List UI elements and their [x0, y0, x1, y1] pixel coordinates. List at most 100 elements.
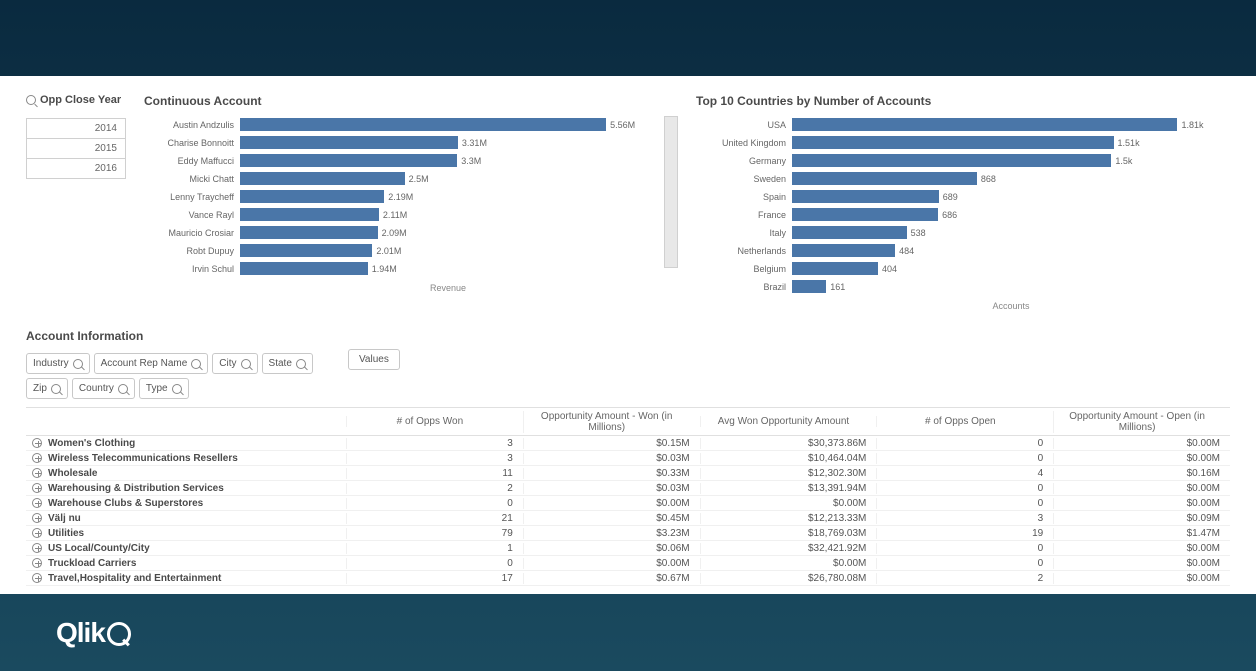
bar-row[interactable]: Robt Dupuy2.01M — [144, 242, 656, 259]
chart-scrollbar[interactable] — [664, 116, 678, 268]
expand-icon[interactable] — [32, 573, 42, 583]
bar-fill: 2.5M — [240, 172, 405, 185]
table-cell: $30,373.86M — [700, 438, 877, 449]
table-row[interactable]: US Local/County/City1$0.06M$32,421.92M0$… — [26, 541, 1230, 556]
year-filter-item[interactable]: 2016 — [26, 158, 126, 179]
table-cell: 4 — [876, 468, 1053, 479]
table-row[interactable]: Välj nu21$0.45M$12,213.33M3$0.09M — [26, 511, 1230, 526]
bar-fill: 689 — [792, 190, 939, 203]
table-cell: $0.00M — [1053, 483, 1230, 494]
bar-fill: 5.56M — [240, 118, 606, 131]
filter-button[interactable]: Account Rep Name — [94, 353, 209, 374]
filter-button[interactable]: Country — [72, 378, 135, 399]
table-row[interactable]: Women's Clothing3$0.15M$30,373.86M0$0.00… — [26, 436, 1230, 451]
column-header[interactable]: # of Opps Won — [346, 416, 523, 427]
row-name: Warehouse Clubs & Superstores — [48, 498, 203, 509]
column-header[interactable]: Opportunity Amount - Open (in Millions) — [1053, 411, 1230, 433]
table-row[interactable]: Truckload Carriers0$0.00M$0.00M0$0.00M — [26, 556, 1230, 571]
row-name: Warehousing & Distribution Services — [48, 483, 224, 494]
column-header[interactable]: Opportunity Amount - Won (in Millions) — [523, 411, 700, 433]
table-row[interactable]: Warehouse Clubs & Superstores0$0.00M$0.0… — [26, 496, 1230, 511]
row-name: US Local/County/City — [48, 543, 150, 554]
year-filter-item[interactable]: 2015 — [26, 138, 126, 159]
table-cell: $0.00M — [1053, 573, 1230, 584]
expand-icon[interactable] — [32, 498, 42, 508]
bar-label: Brazil — [696, 282, 792, 292]
bar-row[interactable]: USA1.81k — [696, 116, 1230, 133]
table-row[interactable]: Travel,Hospitality and Entertainment 17 $0… — [26, 571, 1230, 586]
expand-icon[interactable] — [32, 483, 42, 493]
expand-icon[interactable] — [32, 528, 42, 538]
qlik-logo: Qlik — [56, 617, 131, 649]
bar-row[interactable]: Belgium404 — [696, 260, 1230, 277]
bar-fill: 1.81k — [792, 118, 1177, 131]
row-name: Travel,Hospitality and Entertainment — [48, 573, 221, 584]
table-cell: 79 — [346, 528, 523, 539]
table-cell: 19 — [876, 528, 1053, 539]
bar-value: 868 — [981, 174, 996, 184]
row-name: Wholesale — [48, 468, 97, 479]
bar-value: 2.19M — [388, 192, 413, 202]
table-cell: 21 — [346, 513, 523, 524]
filter-button[interactable]: State — [262, 353, 313, 374]
bar-value: 538 — [911, 228, 926, 238]
table-cell: 0 — [876, 453, 1053, 464]
table-row[interactable]: Utilities79$3.23M$18,769.03M19$1.47M — [26, 526, 1230, 541]
column-header[interactable]: # of Opps Open — [876, 416, 1053, 427]
bar-value: 1.94M — [372, 264, 397, 274]
table-cell: 17 — [346, 573, 523, 584]
bar-row[interactable]: Vance Rayl2.11M — [144, 206, 656, 223]
bar-row[interactable]: Eddy Maffucci3.3M — [144, 152, 656, 169]
table-cell: $0.00M — [523, 558, 700, 569]
table-cell: 0 — [876, 543, 1053, 554]
table-cell: $0.00M — [700, 558, 877, 569]
table-row[interactable]: Wholesale11$0.33M$12,302.30M4$0.16M — [26, 466, 1230, 481]
expand-icon[interactable] — [32, 438, 42, 448]
table-cell: 2 — [876, 573, 1053, 584]
bar-row[interactable]: Germany1.5k — [696, 152, 1230, 169]
bar-fill: 2.01M — [240, 244, 372, 257]
filter-button[interactable]: City — [212, 353, 257, 374]
filter-button[interactable]: Zip — [26, 378, 68, 399]
expand-icon[interactable] — [32, 453, 42, 463]
table-row[interactable]: Warehousing & Distribution Services2$0.0… — [26, 481, 1230, 496]
column-header[interactable]: Avg Won Opportunity Amount — [700, 416, 877, 427]
filter-button[interactable]: Industry — [26, 353, 90, 374]
expand-icon[interactable] — [32, 543, 42, 553]
bar-row[interactable]: Spain689 — [696, 188, 1230, 205]
expand-icon[interactable] — [32, 558, 42, 568]
table-header: # of Opps Won Opportunity Amount - Won (… — [26, 408, 1230, 436]
filter-button[interactable]: Type — [139, 378, 189, 399]
bar-value: 161 — [830, 282, 845, 292]
bar-row[interactable]: Charise Bonnoitt3.31M — [144, 134, 656, 151]
footer: Qlik — [0, 594, 1256, 671]
table-row[interactable]: Wireless Telecommunications Resellers3$0… — [26, 451, 1230, 466]
bar-row[interactable]: Sweden868 — [696, 170, 1230, 187]
bar-row[interactable]: France686 — [696, 206, 1230, 223]
table-cell: 2 — [346, 483, 523, 494]
bar-value: 3.31M — [462, 138, 487, 148]
logo-text: Qlik — [56, 617, 105, 648]
year-filter-item[interactable]: 2014 — [26, 118, 126, 139]
bar-row[interactable]: United Kingdom1.51k — [696, 134, 1230, 151]
bar-fill: 161 — [792, 280, 826, 293]
table-cell: 0 — [876, 558, 1053, 569]
row-name: Truckload Carriers — [48, 558, 136, 569]
bar-row[interactable]: Mauricio Crosiar2.09M — [144, 224, 656, 241]
year-filter-panel: Opp Close Year 201420152016 — [26, 94, 126, 311]
bar-row[interactable]: Netherlands484 — [696, 242, 1230, 259]
bar-row[interactable]: Italy538 — [696, 224, 1230, 241]
table-cell: $0.00M — [1053, 543, 1230, 554]
expand-icon[interactable] — [32, 513, 42, 523]
row-name: Women's Clothing — [48, 438, 135, 449]
bar-fill: 3.3M — [240, 154, 457, 167]
table-cell: $0.03M — [523, 483, 700, 494]
values-button[interactable]: Values — [348, 349, 400, 370]
bar-row[interactable]: Austin Andzulis5.56M — [144, 116, 656, 133]
bar-row[interactable]: Brazil161 — [696, 278, 1230, 295]
bar-fill: 3.31M — [240, 136, 458, 149]
bar-row[interactable]: Lenny Traycheff2.19M — [144, 188, 656, 205]
expand-icon[interactable] — [32, 468, 42, 478]
bar-row[interactable]: Micki Chatt2.5M — [144, 170, 656, 187]
bar-row[interactable]: Irvin Schul1.94M — [144, 260, 656, 277]
